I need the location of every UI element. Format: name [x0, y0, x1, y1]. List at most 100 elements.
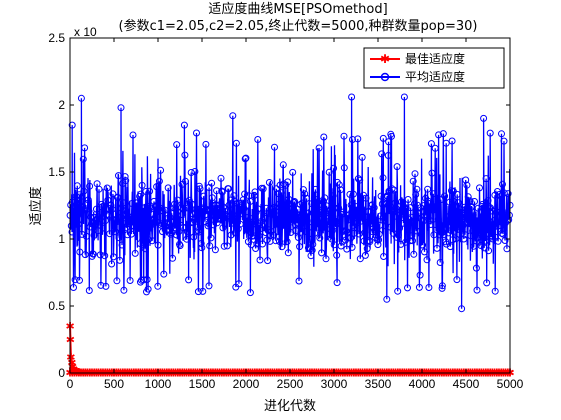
average-fitness-point	[259, 240, 266, 248]
average-fitness-point	[319, 210, 327, 218]
average-fitness-point	[123, 208, 131, 216]
average-fitness-point	[450, 198, 458, 205]
average-fitness-markers	[66, 93, 514, 313]
average-fitness-point	[180, 121, 188, 129]
average-fitness-point	[183, 235, 191, 243]
average-fitness-point	[76, 248, 84, 256]
average-fitness-point	[233, 200, 241, 207]
average-fitness-point	[388, 185, 396, 193]
x-tick-label: 1500	[189, 377, 216, 391]
average-fitness-point	[223, 242, 231, 250]
average-fitness-point	[384, 152, 392, 159]
average-fitness-point	[486, 129, 494, 137]
average-fitness-point	[412, 227, 420, 235]
average-fitness-point	[261, 220, 269, 228]
average-fitness-point	[421, 212, 429, 220]
average-fitness-point	[271, 143, 278, 151]
average-fitness-point	[346, 190, 354, 198]
average-fitness-point	[422, 211, 430, 219]
average-fitness-point	[141, 213, 149, 221]
average-fitness-point	[121, 173, 129, 181]
legend-average-marker-icon	[380, 72, 390, 82]
average-fitness-point	[322, 255, 330, 263]
average-fitness-point	[407, 213, 415, 221]
average-fitness-point	[303, 217, 311, 225]
average-fitness-point	[482, 175, 490, 183]
average-fitness-point	[386, 223, 394, 231]
average-fitness-point	[383, 295, 391, 303]
average-fitness-point	[206, 242, 214, 250]
average-fitness-point	[269, 211, 277, 219]
average-fitness-point	[366, 216, 374, 224]
y-tick-label: 0	[58, 366, 65, 380]
x-tick-label: 4500	[453, 377, 480, 391]
average-fitness-point	[210, 221, 217, 229]
average-fitness-point	[325, 168, 333, 176]
average-fitness-point	[332, 218, 340, 226]
average-fitness-point	[340, 164, 348, 172]
average-fitness-point	[230, 192, 238, 200]
best-fitness-point: ✱	[70, 364, 79, 377]
average-fitness-point	[289, 168, 297, 176]
average-fitness-point	[279, 161, 287, 169]
average-fitness-point	[246, 197, 254, 205]
y-tick-label: 2	[58, 98, 65, 112]
average-fitness-point	[97, 281, 105, 289]
average-fitness-point	[99, 224, 107, 232]
average-fitness-point	[441, 224, 449, 232]
average-fitness-point	[216, 215, 224, 223]
average-fitness-point	[352, 214, 360, 222]
average-fitness-point	[264, 257, 272, 265]
average-fitness-point	[394, 231, 402, 239]
average-fitness-point	[252, 208, 260, 216]
average-fitness-point	[477, 236, 485, 244]
average-fitness-point	[328, 227, 336, 235]
average-fitness-point	[119, 199, 127, 207]
average-fitness-point	[113, 277, 121, 285]
average-fitness-point	[374, 241, 382, 249]
average-fitness-point	[181, 151, 189, 159]
average-fitness-point	[205, 220, 213, 227]
average-fitness-point	[453, 276, 461, 284]
average-fitness-point	[71, 216, 79, 224]
average-fitness-point	[388, 132, 395, 140]
average-fitness-point	[368, 220, 376, 228]
average-fitness-point	[168, 229, 176, 237]
average-fitness-point	[192, 214, 200, 222]
average-fitness-point	[449, 236, 457, 244]
average-fitness-point	[473, 286, 481, 294]
average-fitness-point	[188, 200, 196, 208]
average-fitness-point	[108, 205, 116, 213]
average-fitness-point	[301, 190, 309, 198]
chart-subtitle: (参数c1=2.05,c2=2.05,终止代数=5000,种群数量pop=30)	[119, 18, 478, 34]
average-fitness-point	[257, 225, 265, 232]
average-fitness-point	[405, 216, 413, 224]
average-fitness-point	[240, 205, 248, 212]
average-fitness-point	[442, 139, 450, 147]
average-fitness-point	[416, 271, 424, 279]
average-fitness-point	[73, 182, 81, 190]
average-fitness-point	[392, 204, 400, 212]
average-fitness-point	[121, 220, 128, 228]
best-fitness-point: ✱	[66, 351, 75, 364]
average-fitness-point	[399, 219, 407, 227]
average-fitness-point	[363, 245, 371, 253]
average-fitness-point	[68, 121, 76, 129]
average-fitness-point	[161, 206, 169, 214]
average-fitness-point	[199, 287, 207, 295]
average-fitness-point	[101, 252, 109, 260]
average-fitness-point	[337, 186, 344, 194]
average-fitness-point	[108, 260, 116, 268]
average-fitness-point	[366, 238, 374, 246]
best-fitness-point: ✱	[71, 365, 80, 378]
average-fitness-point	[292, 227, 300, 235]
average-fitness-point	[151, 203, 159, 210]
average-fitness-point	[135, 210, 143, 218]
average-fitness-point	[342, 227, 350, 235]
average-fitness-point	[229, 112, 237, 120]
average-fitness-point	[133, 199, 141, 207]
average-fitness-point	[284, 178, 292, 186]
average-fitness-point	[82, 232, 90, 240]
average-fitness-point	[306, 235, 314, 243]
